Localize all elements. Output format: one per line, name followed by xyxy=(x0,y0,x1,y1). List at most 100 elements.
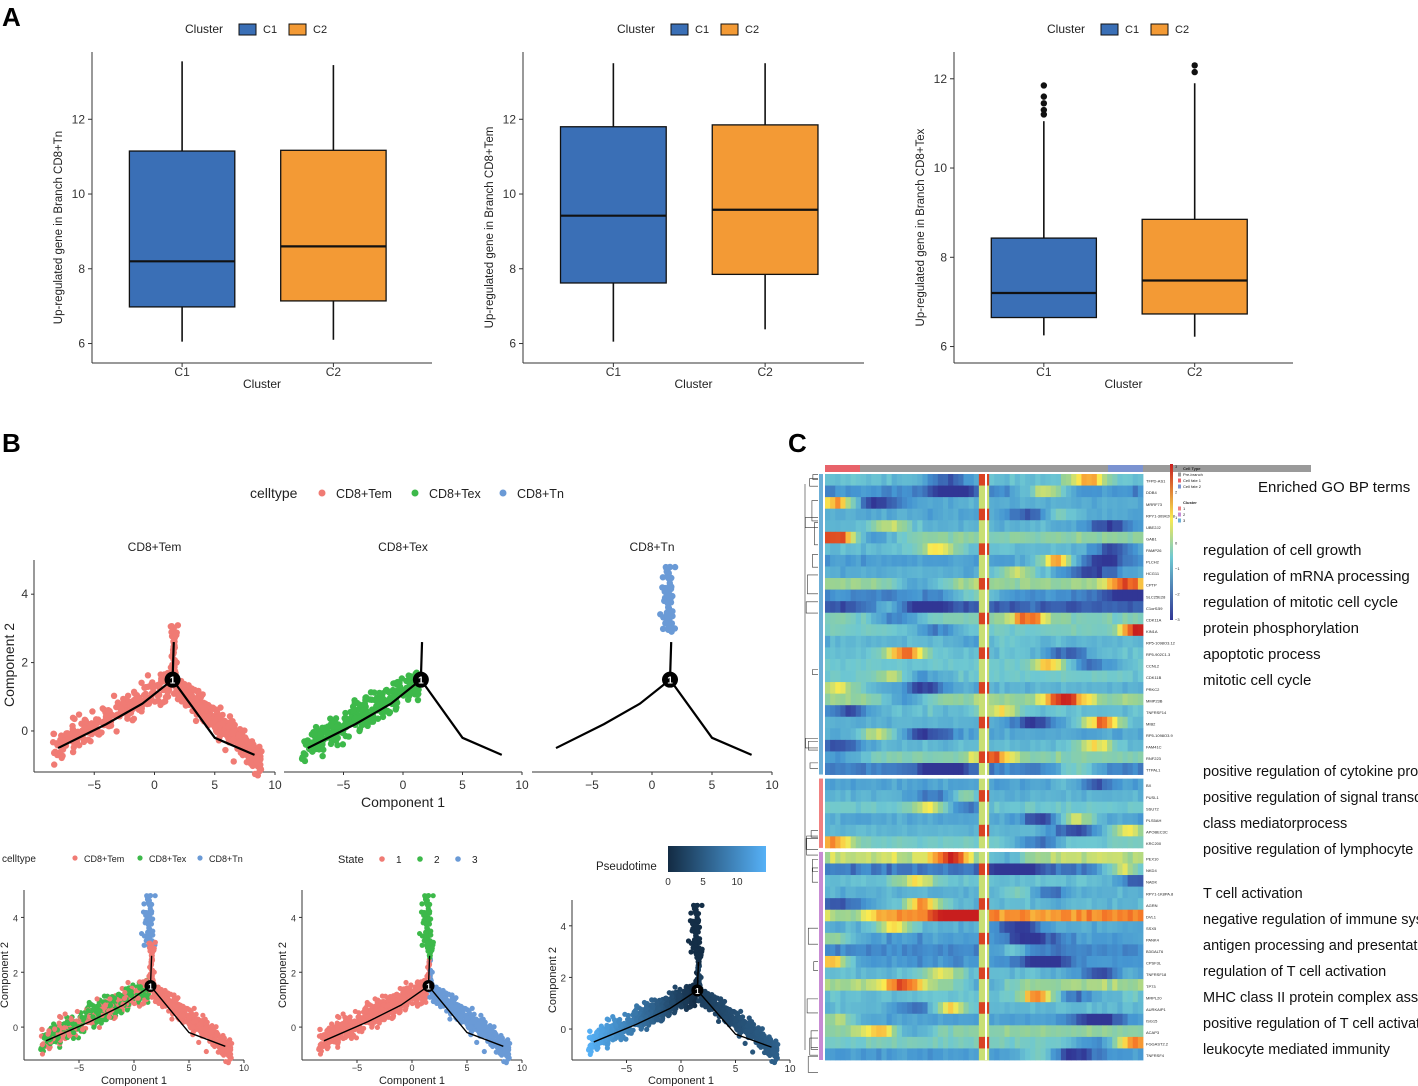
data-point xyxy=(339,1025,345,1031)
data-point xyxy=(350,707,357,714)
data-point xyxy=(481,1048,487,1055)
heatmap-cell xyxy=(1091,497,1098,510)
data-point xyxy=(405,679,413,686)
data-point xyxy=(258,748,265,755)
data-point xyxy=(419,901,425,907)
data-point xyxy=(610,1014,616,1020)
x-tick-label: −5 xyxy=(87,778,101,792)
data-point xyxy=(102,715,110,722)
data-point xyxy=(333,723,340,730)
heatmap-cell xyxy=(1040,497,1046,510)
data-point xyxy=(173,1004,179,1010)
data-point xyxy=(168,1002,174,1008)
heatmap-cell xyxy=(1091,508,1098,521)
data-point xyxy=(348,1021,354,1027)
data-point xyxy=(145,994,151,1001)
heatmap-cell xyxy=(891,554,898,567)
x-tick-label: 5 xyxy=(733,1064,739,1075)
heatmap-cell xyxy=(927,508,934,521)
data-point xyxy=(754,1029,760,1035)
heatmap-cell xyxy=(932,497,939,510)
data-point xyxy=(342,1019,348,1025)
data-point xyxy=(199,691,206,698)
data-point xyxy=(68,1016,74,1022)
heatmap-cell xyxy=(963,531,970,544)
heatmap-cell xyxy=(942,474,949,486)
annotation-fate2 xyxy=(1108,465,1143,472)
heatmap-cell xyxy=(968,520,975,533)
legend-label: 2 xyxy=(434,855,440,866)
data-point xyxy=(643,1005,649,1012)
heatmap-cell xyxy=(999,520,1005,533)
heatmap-cell xyxy=(825,508,831,521)
data-point xyxy=(142,920,148,926)
heatmap-cell xyxy=(840,485,846,498)
heatmap-cell xyxy=(1112,543,1118,556)
heatmap-cell xyxy=(866,531,872,544)
data-point xyxy=(672,984,678,990)
heatmap-cell xyxy=(1066,474,1072,486)
heatmap-cell xyxy=(1127,531,1134,544)
heatmap-cell xyxy=(1112,531,1118,544)
heatmap-cell xyxy=(855,508,862,521)
heatmap-cell xyxy=(850,543,857,556)
data-point xyxy=(668,583,675,590)
y-axis-title: Up-regulated gene in Branch CD8+Tex xyxy=(915,128,927,326)
heatmap-cell xyxy=(922,543,928,556)
data-point xyxy=(461,1007,467,1013)
data-point xyxy=(348,1035,355,1042)
heatmap-cell xyxy=(958,520,964,533)
data-point xyxy=(474,1039,480,1045)
branch-label: 1 xyxy=(695,987,700,996)
data-point xyxy=(363,1007,369,1014)
heatmap-cell xyxy=(927,474,934,486)
heatmap-cell xyxy=(953,531,959,544)
panel-label-c: C xyxy=(788,428,807,458)
heatmap-cell xyxy=(1101,474,1108,486)
legend-dot xyxy=(72,855,78,861)
x-tick-label: 10 xyxy=(515,778,529,792)
data-point xyxy=(715,1018,722,1025)
outlier-point xyxy=(1040,100,1048,107)
y-axis-title: Up-regulated gene in Branch CD8+Tem xyxy=(484,127,496,329)
data-point xyxy=(775,1041,781,1048)
heatmap-cell xyxy=(1071,497,1077,510)
heatmap-cell xyxy=(937,566,944,579)
heatmap-cell xyxy=(830,485,836,498)
data-point xyxy=(45,1031,51,1037)
heatmap-cell xyxy=(1127,554,1134,567)
heatmap-cell xyxy=(932,531,939,544)
legend-title: Cluster xyxy=(1047,22,1085,36)
heatmap-cell xyxy=(1122,543,1129,556)
data-point xyxy=(128,988,134,995)
data-point xyxy=(191,700,198,707)
trajectory-facets: celltype CD8+Tem CD8+Tex CD8+TnCD8+Tem024−5… xyxy=(1,485,779,810)
branch-node xyxy=(144,979,157,992)
heatmap-cell xyxy=(1009,508,1016,521)
data-point xyxy=(402,1007,408,1013)
data-point xyxy=(334,741,341,749)
heatmap-cell xyxy=(927,497,934,510)
data-point xyxy=(107,712,115,720)
data-point xyxy=(423,930,429,936)
panel-label-a: A xyxy=(2,2,21,32)
data-point xyxy=(160,698,167,706)
data-point xyxy=(664,571,671,579)
heatmap-cell xyxy=(866,485,872,498)
heatmap-cell xyxy=(845,497,852,510)
heatmap-cell xyxy=(866,508,872,521)
data-point xyxy=(150,683,157,691)
data-point xyxy=(606,1017,612,1023)
heatmap-cell xyxy=(1004,520,1011,533)
heatmap-cell xyxy=(1127,543,1134,556)
data-point xyxy=(478,1012,484,1018)
data-point xyxy=(406,993,412,999)
data-point xyxy=(214,1031,220,1037)
gene-label: TFPD-AS1 xyxy=(1146,479,1166,484)
heatmap-cell xyxy=(1014,520,1021,533)
heatmap-cell xyxy=(917,554,923,567)
gene-label: UBE2J2 xyxy=(1146,525,1161,530)
heatmap-cell xyxy=(1096,474,1103,486)
heatmap-cell xyxy=(958,531,964,544)
